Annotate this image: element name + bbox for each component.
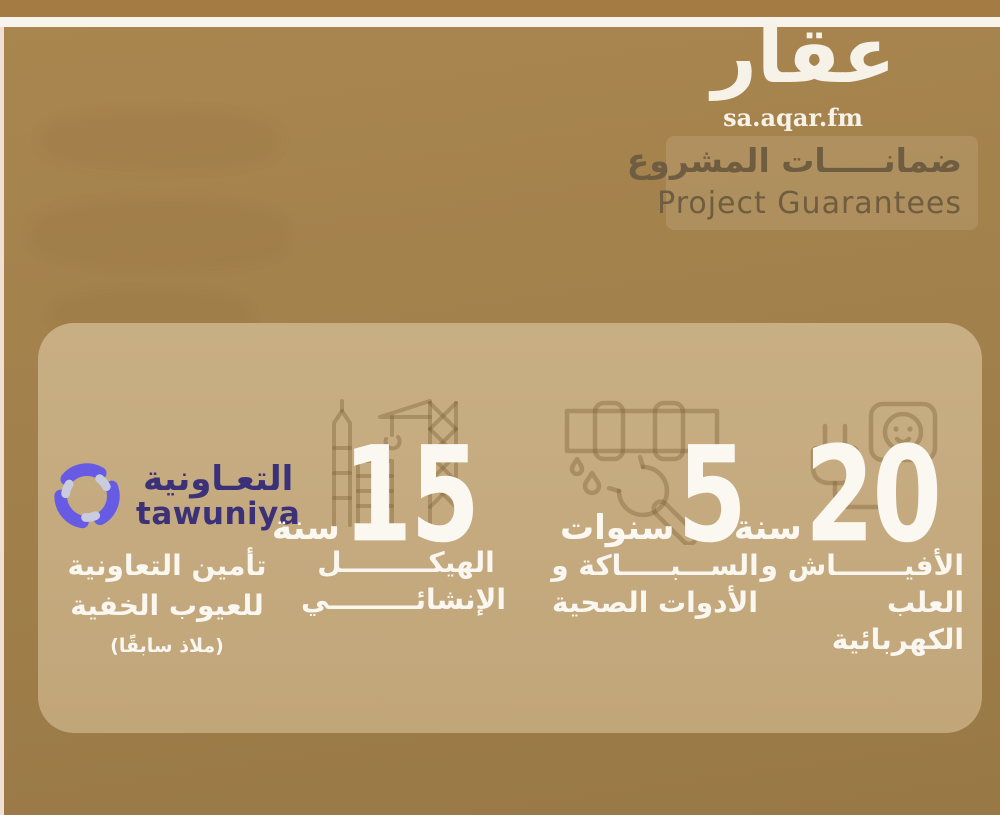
page-title-english: Project Guarantees bbox=[657, 186, 962, 221]
guarantee-label-line1: الســـبـــــاكة و bbox=[551, 549, 759, 582]
guarantee-insurance: التعـاونية tawuniya تأمين التعاونية للعي… bbox=[42, 323, 300, 733]
guarantee-label-line1: الهيكـــــــــل bbox=[317, 546, 495, 579]
guarantee-unit: سنة bbox=[733, 508, 802, 548]
insurance-former-name-note: (ملاذ سابقًا) bbox=[110, 634, 224, 657]
guarantee-unit: سنوات bbox=[559, 508, 675, 548]
aqar-domain-text: sa.aqar.fm bbox=[723, 103, 863, 132]
guarantee-value: 20 bbox=[804, 417, 942, 573]
tawuniya-wordmark: التعـاونية tawuniya bbox=[136, 458, 301, 532]
guarantee-label: الهيكـــــــــل الإنشائـــــــــي bbox=[301, 545, 506, 619]
insurance-label-line2: للعيوب الخفية bbox=[70, 588, 264, 622]
guarantees-card: 20 سنة الأفيـــــــاش و العلب الكهربائية bbox=[38, 323, 982, 733]
guarantee-electrical: 20 سنة الأفيـــــــاش و العلب الكهربائية bbox=[734, 323, 970, 733]
guarantee-label-line1: الأفيـــــــاش و bbox=[760, 549, 964, 582]
guarantee-label: الأفيـــــــاش و العلب الكهربائية bbox=[760, 548, 964, 659]
guarantee-value: 5 bbox=[677, 417, 747, 573]
guarantee-amount: 5 سنوات bbox=[559, 417, 747, 573]
insurance-label: تأمين التعاونية للعيوب الخفية (ملاذ سابق… bbox=[42, 546, 292, 659]
page-title-arabic: ضمانـــــات المشروع bbox=[626, 141, 962, 180]
insurance-label-line1: تأمين التعاونية bbox=[67, 549, 267, 582]
guarantee-amount: 15 سنة bbox=[271, 417, 480, 573]
guarantee-unit: سنة bbox=[271, 508, 340, 548]
tower-crane-icon bbox=[332, 399, 458, 527]
guarantee-label-line2: الأدوات الصحية bbox=[552, 585, 758, 619]
guarantee-amount: 20 سنة bbox=[733, 417, 942, 573]
tawuniya-name-arabic: التعـاونية bbox=[143, 458, 294, 499]
guarantee-label-line2: الإنشائـــــــــي bbox=[301, 582, 506, 616]
left-edge-strip bbox=[0, 27, 4, 815]
aqar-logo: عقار bbox=[712, 11, 896, 101]
tawuniya-name-english: tawuniya bbox=[136, 495, 301, 532]
guarantee-label: الســـبـــــاكة و الأدوات الصحية bbox=[546, 548, 764, 622]
background-smudge bbox=[40, 110, 280, 170]
top-band bbox=[0, 0, 1000, 17]
background-smudge bbox=[30, 200, 290, 270]
guarantee-value: 15 bbox=[342, 417, 480, 573]
title-highlight-box bbox=[666, 136, 978, 230]
tawuniya-mark-icon bbox=[54, 463, 120, 529]
white-divider-strip bbox=[0, 17, 1000, 27]
pipe-wrench-icon bbox=[564, 400, 720, 545]
plug-socket-icon bbox=[810, 401, 938, 540]
guarantee-label-line2: العلب الكهربائية bbox=[831, 585, 964, 656]
tawuniya-logo: التعـاونية tawuniya bbox=[48, 457, 300, 535]
guarantee-plumbing: 5 سنوات الســـبـــــاكة و الأدوات الصحية bbox=[546, 323, 764, 733]
guarantee-structure: 15 سنة الهيكـــــــــل الإنشائـــــــــي bbox=[272, 323, 506, 733]
